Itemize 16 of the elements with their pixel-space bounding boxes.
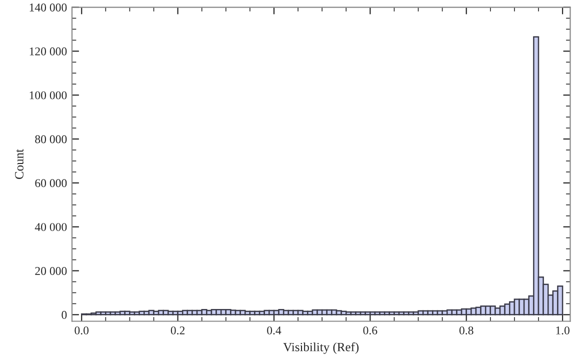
y-tick-label: 140 000	[30, 4, 67, 12]
x-tick-label: 0.6	[363, 326, 378, 334]
y-tick-label: 40 000	[34, 223, 67, 232]
y-tick-label: 80 000	[35, 135, 67, 144]
y-tick-label: 60 000	[35, 179, 67, 188]
y-axis-title: Count	[15, 149, 24, 180]
x-tick-label: 0.4	[267, 326, 282, 334]
x-tick-label: 0.8	[459, 326, 474, 334]
y-tick-label: 120 000	[30, 47, 67, 56]
x-tick-label: 0.0	[74, 326, 89, 334]
y-tick-label: 100 000	[30, 91, 67, 100]
x-axis-title: Visibility (Ref)	[283, 342, 359, 354]
x-tick-label: 0.2	[170, 326, 185, 334]
y-tick-label: 0	[62, 310, 67, 319]
y-tick-label: 20 000	[35, 267, 67, 275]
x-tick-label: 1.0	[556, 326, 570, 334]
